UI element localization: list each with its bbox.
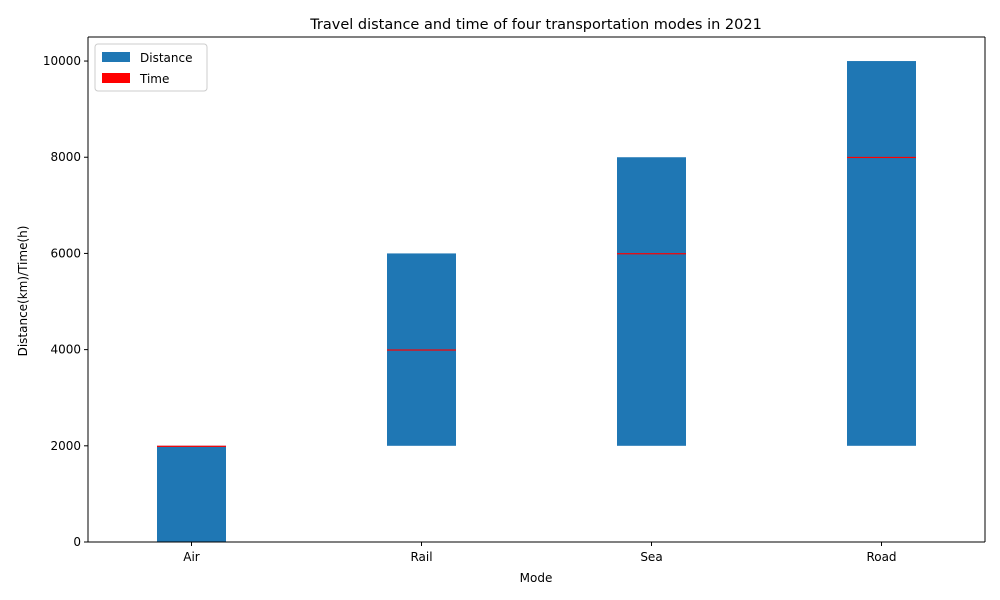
x-tick-label: Sea	[640, 550, 662, 564]
legend-label-time: Time	[139, 72, 169, 86]
legend-swatch-distance	[102, 52, 130, 62]
bar-distance-sea	[617, 157, 686, 446]
y-axis-label: Distance(km)/Time(h)	[16, 226, 30, 357]
y-tick-label: 6000	[50, 246, 81, 260]
x-tick-label: Rail	[410, 550, 432, 564]
legend-swatch-time	[102, 73, 130, 83]
x-tick-label: Air	[183, 550, 200, 564]
bar-time-rail	[387, 349, 456, 351]
chart-title: Travel distance and time of four transpo…	[309, 17, 762, 33]
y-tick-label: 2000	[50, 439, 81, 453]
x-axis-label: Mode	[520, 571, 553, 585]
bar-time-sea	[617, 253, 686, 255]
bar-distance-road	[847, 61, 916, 446]
y-tick-label: 0	[73, 535, 81, 549]
y-tick-label: 8000	[50, 150, 81, 164]
bar-time-road	[847, 156, 916, 159]
bar-time-air	[157, 445, 226, 447]
legend-label-distance: Distance	[140, 51, 192, 65]
x-tick-label: Road	[866, 550, 896, 564]
legend: Distance Time	[94, 43, 208, 92]
y-tick-label: 10000	[43, 54, 81, 68]
plot-area: 0 2000 4000 6000 8000 10000 Air Rail Sea Road	[43, 36, 986, 564]
bar-distance-air	[157, 445, 226, 542]
y-tick-label: 4000	[50, 343, 81, 357]
